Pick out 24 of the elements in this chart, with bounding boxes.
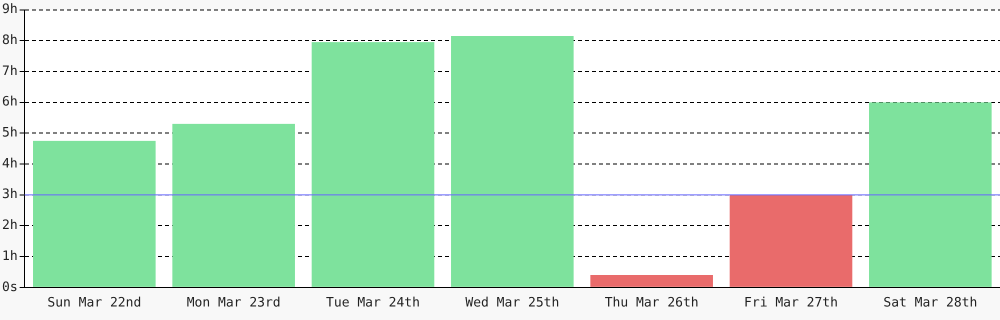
bar	[172, 124, 295, 287]
y-tick-label: 8h	[2, 33, 18, 48]
y-tick-label: 6h	[2, 94, 18, 110]
y-tick-label: 7h	[2, 64, 18, 79]
y-tick-label: 2h	[2, 218, 18, 234]
y-tick-label: 1h	[2, 248, 18, 264]
y-tick-label: 0s	[2, 280, 18, 295]
bar	[451, 36, 574, 287]
bar	[590, 275, 713, 287]
x-tick-label: Fri Mar 27th	[744, 296, 838, 311]
bar	[869, 102, 992, 287]
x-tick-label: Sun Mar 22nd	[47, 296, 142, 311]
bar	[33, 140, 156, 287]
x-tick-label: Wed Mar 25th	[465, 296, 560, 311]
y-tick-label: 4h	[2, 156, 18, 172]
x-tick-label: Mon Mar 23rd	[186, 296, 281, 311]
x-tick-label: Tue Mar 24th	[326, 296, 420, 311]
x-tick-label: Thu Mar 26th	[604, 296, 699, 311]
bar	[312, 42, 434, 287]
y-tick-label: 3h	[2, 187, 18, 202]
y-tick-label: 5h	[2, 126, 18, 141]
bar	[730, 194, 852, 287]
y-tick-label: 9h	[2, 2, 18, 18]
x-tick-label: Sat Mar 28th	[883, 296, 978, 311]
